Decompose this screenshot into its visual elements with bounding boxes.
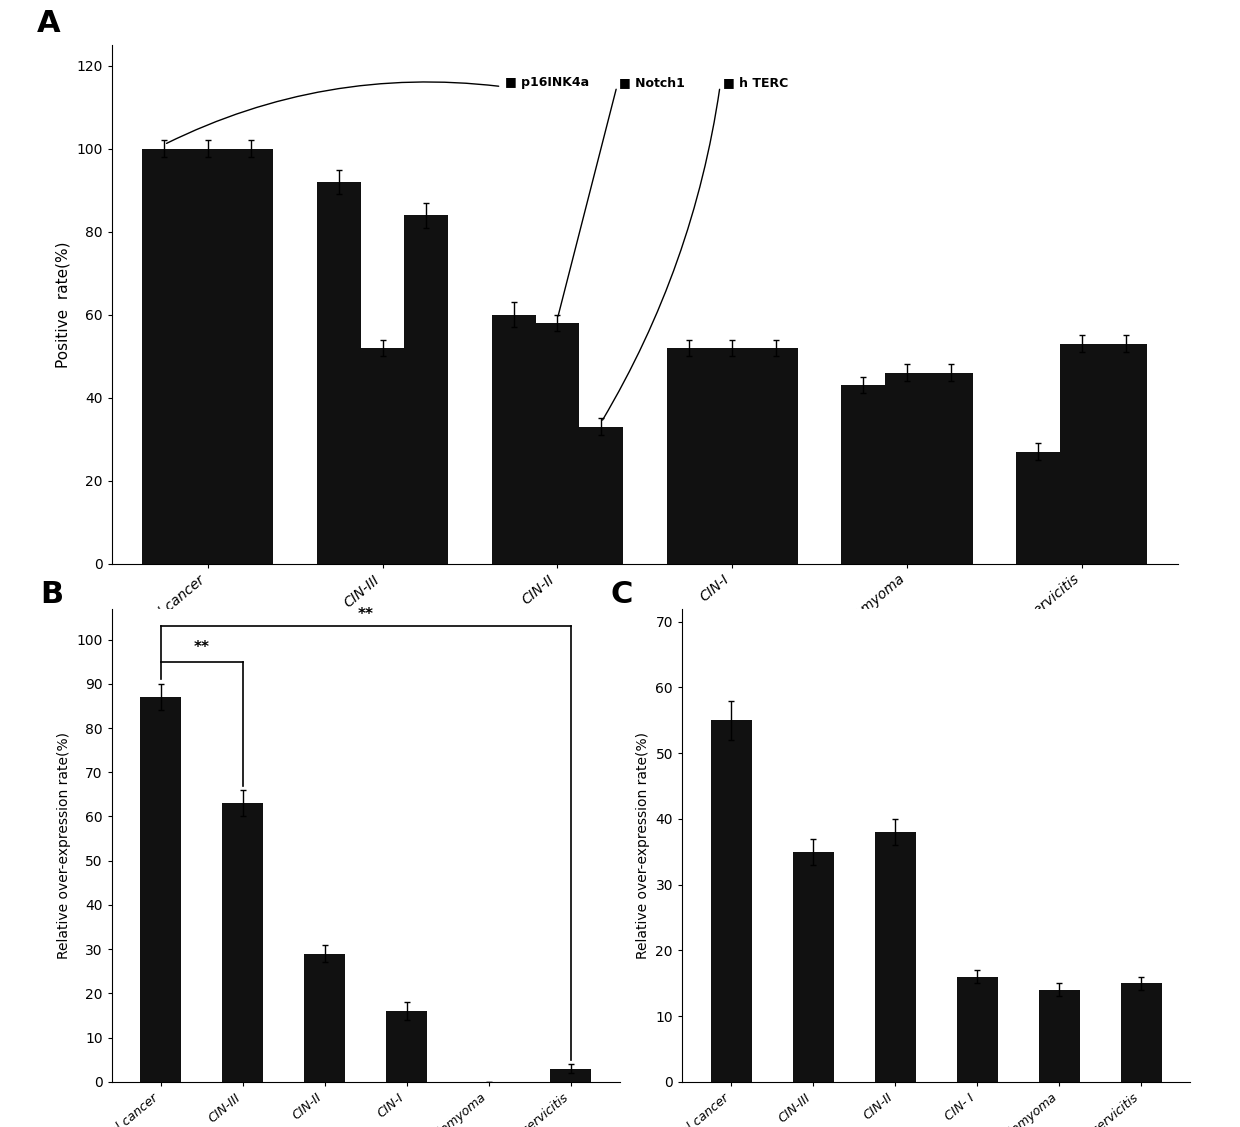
Bar [754,348,797,564]
Bar [792,852,833,1082]
Bar [929,373,972,564]
Text: C: C [611,580,634,610]
Bar [874,832,915,1082]
Text: ■ p16INK4a: ■ p16INK4a [505,76,589,89]
Bar [1121,983,1162,1082]
Bar [492,314,536,564]
Bar [1104,344,1147,564]
Bar [842,385,885,564]
Text: **: ** [358,606,373,622]
Bar [1039,990,1080,1082]
Text: A: A [37,9,61,38]
Bar [579,427,622,564]
Bar [143,149,186,564]
Bar [667,348,711,564]
Bar [140,698,181,1082]
Bar [222,804,263,1082]
Bar [711,348,754,564]
Text: ■ Notch1: ■ Notch1 [619,76,684,89]
Bar [711,720,751,1082]
Bar [404,215,448,564]
Y-axis label: Positive  rate(%): Positive rate(%) [56,241,71,367]
Bar [317,181,361,564]
Bar [229,149,273,564]
Y-axis label: Relative over-expression rate(%): Relative over-expression rate(%) [636,731,650,959]
Text: B: B [41,580,63,610]
Y-axis label: Relative over-expression rate(%): Relative over-expression rate(%) [57,731,71,959]
Bar [186,149,229,564]
Bar [387,1011,428,1082]
Bar [1017,452,1060,564]
Bar [551,1068,591,1082]
Bar [1060,344,1104,564]
Bar [361,348,404,564]
Bar [957,977,998,1082]
Bar [885,373,929,564]
Text: **: ** [193,640,210,655]
Text: ■ h TERC: ■ h TERC [723,76,789,89]
Bar [304,953,345,1082]
Bar [536,323,579,564]
